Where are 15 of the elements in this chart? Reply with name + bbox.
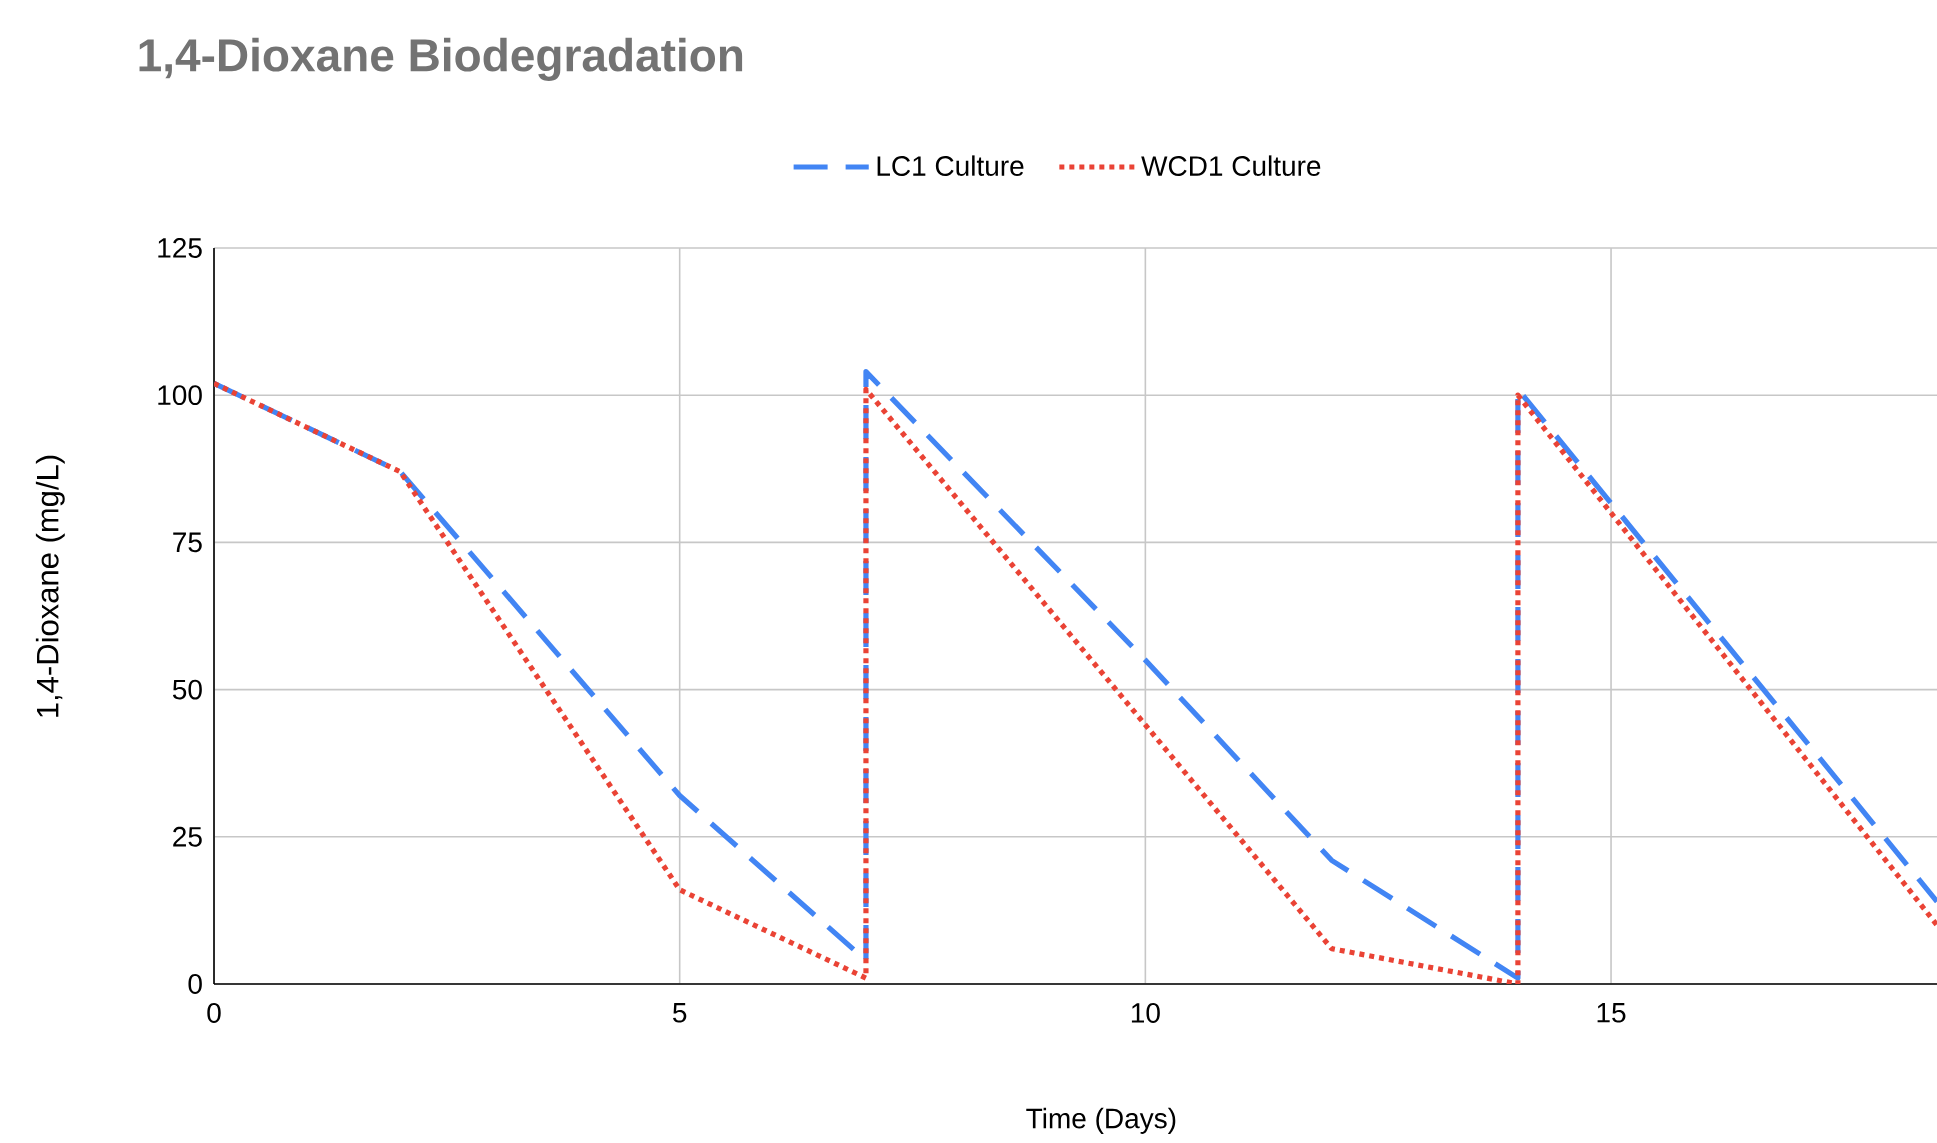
- y-tick-label: 75: [173, 532, 202, 553]
- chart-title: 1,4-Dioxane Biodegradation: [139, 37, 743, 81]
- x-tick-label: 5: [673, 1003, 687, 1023]
- y-tick-label: 100: [158, 385, 202, 406]
- x-axis-title: Time (Days): [1026, 1107, 1176, 1134]
- x-tick-label: 10: [1131, 1003, 1160, 1023]
- x-tick-label: 15: [1597, 1003, 1626, 1023]
- legend-label: WCD1 Culture: [1141, 155, 1321, 176]
- y-tick-label: 0: [188, 974, 202, 994]
- y-axis-title: 1,4-Dioxane (mg/L): [35, 455, 65, 717]
- y-tick-label: 125: [158, 238, 202, 258]
- x-tick-label: 0: [207, 1003, 221, 1023]
- y-tick-label: 25: [173, 826, 202, 847]
- legend-label: LC1 Culture: [877, 155, 1024, 176]
- y-tick-label: 50: [172, 679, 202, 700]
